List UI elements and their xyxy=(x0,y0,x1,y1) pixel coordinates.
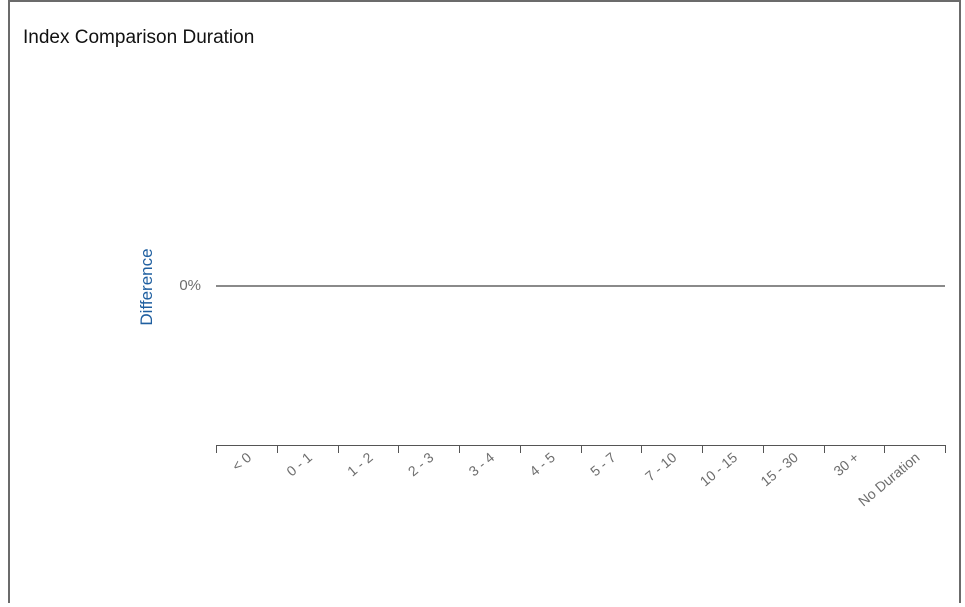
x-tick-label: 15 - 30 xyxy=(757,449,801,489)
x-tick-label: 30 + xyxy=(830,449,861,479)
x-tick-label: 10 - 15 xyxy=(697,449,741,489)
x-tick-label: 3 - 4 xyxy=(466,449,498,479)
x-tick-label: 2 - 3 xyxy=(405,449,437,479)
chart-panel: Index Comparison Duration xyxy=(8,0,961,603)
chart-marks: < 0 0 - 1 1 - 2 2 - 3 3 - 4 4 - 5 5 - 7 7 - 10 1… xyxy=(216,285,946,509)
x-tick-label: 4 - 5 xyxy=(526,449,558,479)
x-tick-label: 1 - 2 xyxy=(344,449,376,479)
y-axis-label: Difference xyxy=(137,248,156,325)
x-tick-label: No Duration xyxy=(855,449,923,509)
y-tick-label: 0% xyxy=(179,277,201,294)
x-tick-label: < 0 xyxy=(229,449,255,474)
x-tick-label: 0 - 1 xyxy=(283,449,315,479)
x-tick-label: 7 - 10 xyxy=(642,449,680,484)
chart-title: Index Comparison Duration xyxy=(23,27,255,48)
x-tick-label: 5 - 7 xyxy=(587,449,619,479)
